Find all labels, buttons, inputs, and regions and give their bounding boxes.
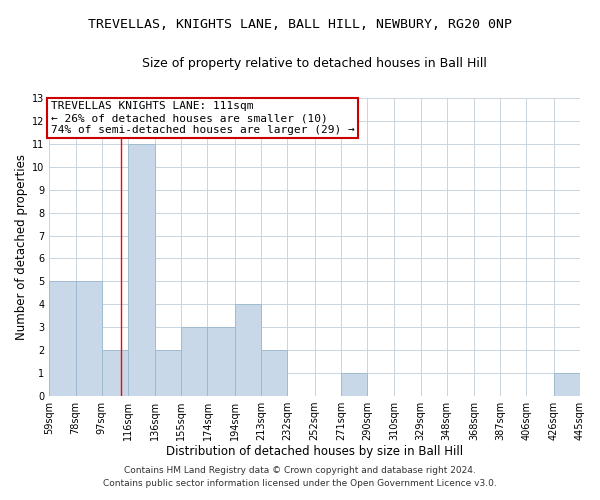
Text: Contains HM Land Registry data © Crown copyright and database right 2024.
Contai: Contains HM Land Registry data © Crown c…	[103, 466, 497, 487]
X-axis label: Distribution of detached houses by size in Ball Hill: Distribution of detached houses by size …	[166, 444, 463, 458]
Bar	[155, 350, 181, 396]
Bar	[101, 350, 128, 396]
Bar	[76, 282, 101, 396]
Bar	[341, 373, 367, 396]
Bar	[49, 282, 76, 396]
Bar	[554, 373, 580, 396]
Text: TREVELLAS, KNIGHTS LANE, BALL HILL, NEWBURY, RG20 0NP: TREVELLAS, KNIGHTS LANE, BALL HILL, NEWB…	[88, 18, 512, 30]
Bar	[261, 350, 287, 396]
Text: TREVELLAS KNIGHTS LANE: 111sqm
← 26% of detached houses are smaller (10)
74% of : TREVELLAS KNIGHTS LANE: 111sqm ← 26% of …	[51, 102, 355, 134]
Bar	[208, 327, 235, 396]
Bar	[181, 327, 208, 396]
Y-axis label: Number of detached properties: Number of detached properties	[15, 154, 28, 340]
Title: Size of property relative to detached houses in Ball Hill: Size of property relative to detached ho…	[142, 58, 487, 70]
Bar	[128, 144, 155, 396]
Bar	[235, 304, 261, 396]
